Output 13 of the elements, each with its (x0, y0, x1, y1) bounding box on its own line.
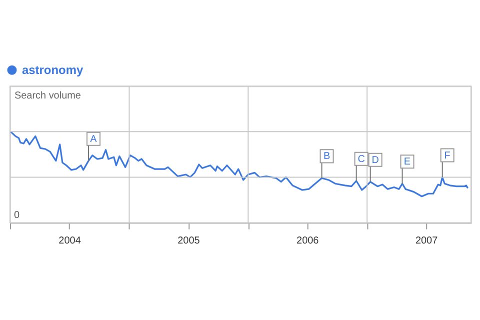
legend-label: astronomy (22, 63, 84, 78)
annotation: A (90, 134, 98, 145)
annotation: C (358, 154, 365, 165)
x-tick-label: 2005 (178, 235, 200, 246)
y-axis-title: Search volume (14, 90, 82, 102)
x-tick-label: 2007 (415, 235, 438, 246)
annotation: B (323, 151, 330, 162)
annotation: D (372, 154, 379, 166)
x-tick-label: 2006 (296, 235, 320, 246)
x-tick-label: 2004 (58, 235, 82, 246)
annotation: 0 (14, 210, 20, 221)
annotation: F (444, 150, 450, 162)
annotation: E (404, 156, 411, 168)
